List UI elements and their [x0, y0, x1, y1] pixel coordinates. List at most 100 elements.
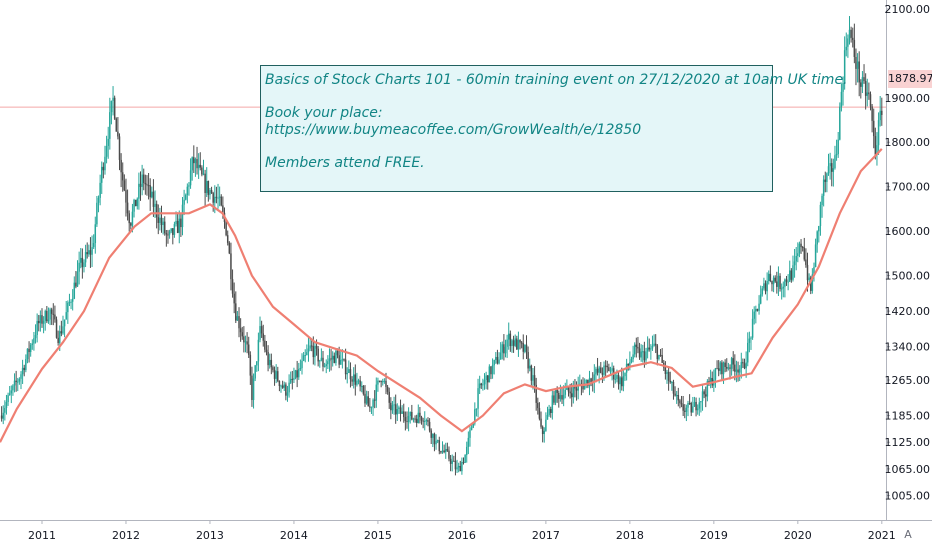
candle-body: [319, 360, 321, 362]
candle-body: [756, 308, 759, 311]
x-tick-label: 2013: [196, 529, 224, 542]
candle-body: [8, 393, 11, 396]
candle-body: [112, 97, 114, 101]
candle-body: [684, 410, 686, 412]
candle-body: [222, 205, 224, 213]
candle-body: [680, 403, 683, 405]
candle-body: [864, 80, 867, 96]
candle-body: [288, 382, 290, 393]
candle-body: [819, 204, 822, 227]
candle-body: [832, 168, 835, 172]
candle-body: [456, 467, 458, 470]
candle-body: [146, 184, 148, 186]
candle-body: [822, 179, 825, 196]
candle-body: [624, 372, 626, 377]
candle-body: [855, 56, 857, 69]
candle-body: [73, 282, 76, 299]
candle-body: [191, 157, 193, 171]
candle-body: [633, 344, 636, 355]
candle-body: [574, 386, 576, 389]
candle-body: [328, 358, 331, 362]
candle-body: [78, 262, 80, 272]
candle-body: [751, 318, 754, 338]
candle-body: [763, 283, 765, 289]
candle-body: [674, 393, 676, 396]
candle-body: [183, 199, 185, 205]
y-tick-label: 1005.00: [885, 490, 931, 503]
candle-body: [246, 341, 248, 345]
candle-body: [265, 349, 268, 353]
candle-body: [868, 92, 870, 95]
candle-body: [189, 170, 192, 186]
candle-body: [68, 302, 71, 304]
candle-body: [645, 351, 647, 361]
candle-body: [881, 110, 883, 115]
candle-body: [566, 387, 568, 390]
candle-body: [837, 139, 839, 155]
auto-scale-button[interactable]: A: [904, 528, 912, 541]
candle-body: [364, 393, 366, 404]
candle-body: [226, 235, 229, 243]
candle-body: [349, 369, 352, 380]
candle-body: [705, 394, 707, 397]
candle-body: [162, 221, 164, 226]
candle-body: [726, 366, 728, 369]
candle-body: [609, 370, 612, 372]
candle-body: [13, 380, 16, 386]
candle-body: [388, 391, 390, 403]
event-annotation-note[interactable]: Basics of Stock Charts 101 - 60min train…: [260, 65, 848, 192]
candle-body: [231, 279, 234, 294]
candle-body: [59, 331, 61, 343]
candle-body: [344, 359, 347, 375]
candle-body: [309, 345, 311, 349]
candle-body: [438, 440, 441, 452]
candle-body: [323, 366, 326, 368]
candle-body: [826, 173, 828, 182]
candle-body: [706, 381, 709, 397]
candle-body: [99, 182, 101, 198]
candle-body: [617, 375, 620, 385]
candle-body: [307, 348, 310, 353]
candle-body: [110, 100, 113, 113]
candle-body: [136, 198, 139, 207]
candle-body: [236, 316, 239, 321]
candle-body: [286, 392, 289, 396]
candle-body: [26, 348, 29, 360]
candle-body: [57, 337, 59, 343]
annotation-line: https://www.buymeacoffee.com/GrowWealth/…: [265, 121, 642, 138]
candle-body: [745, 362, 747, 369]
candle-body: [435, 440, 437, 445]
candle-body: [335, 350, 337, 363]
candle-body: [748, 338, 751, 343]
candle-body: [252, 378, 255, 400]
candle-body: [432, 433, 434, 438]
candle-body: [268, 359, 271, 366]
candle-body: [467, 437, 470, 447]
candle-body: [730, 358, 733, 369]
candle-body: [465, 446, 468, 456]
candle-body: [532, 375, 534, 381]
candle-body: [493, 360, 495, 366]
candle-body: [821, 195, 823, 205]
candle-body: [719, 362, 722, 371]
candle-body: [163, 221, 166, 234]
candle-body: [514, 338, 516, 346]
candle-body: [396, 409, 399, 415]
candle-body: [601, 372, 604, 375]
candle-body: [159, 217, 161, 223]
candle-body: [816, 231, 818, 245]
candle-body: [33, 338, 35, 344]
candle-body: [230, 253, 232, 280]
candle-body: [160, 217, 163, 226]
candle-body: [727, 367, 730, 369]
candle-body: [827, 166, 830, 174]
candle-body: [128, 213, 130, 224]
candle-body: [398, 407, 400, 410]
candle-body: [562, 394, 565, 400]
candle-body: [407, 415, 410, 423]
candle-body: [503, 344, 505, 354]
candle-body: [0, 415, 3, 419]
candle-body: [506, 339, 508, 347]
